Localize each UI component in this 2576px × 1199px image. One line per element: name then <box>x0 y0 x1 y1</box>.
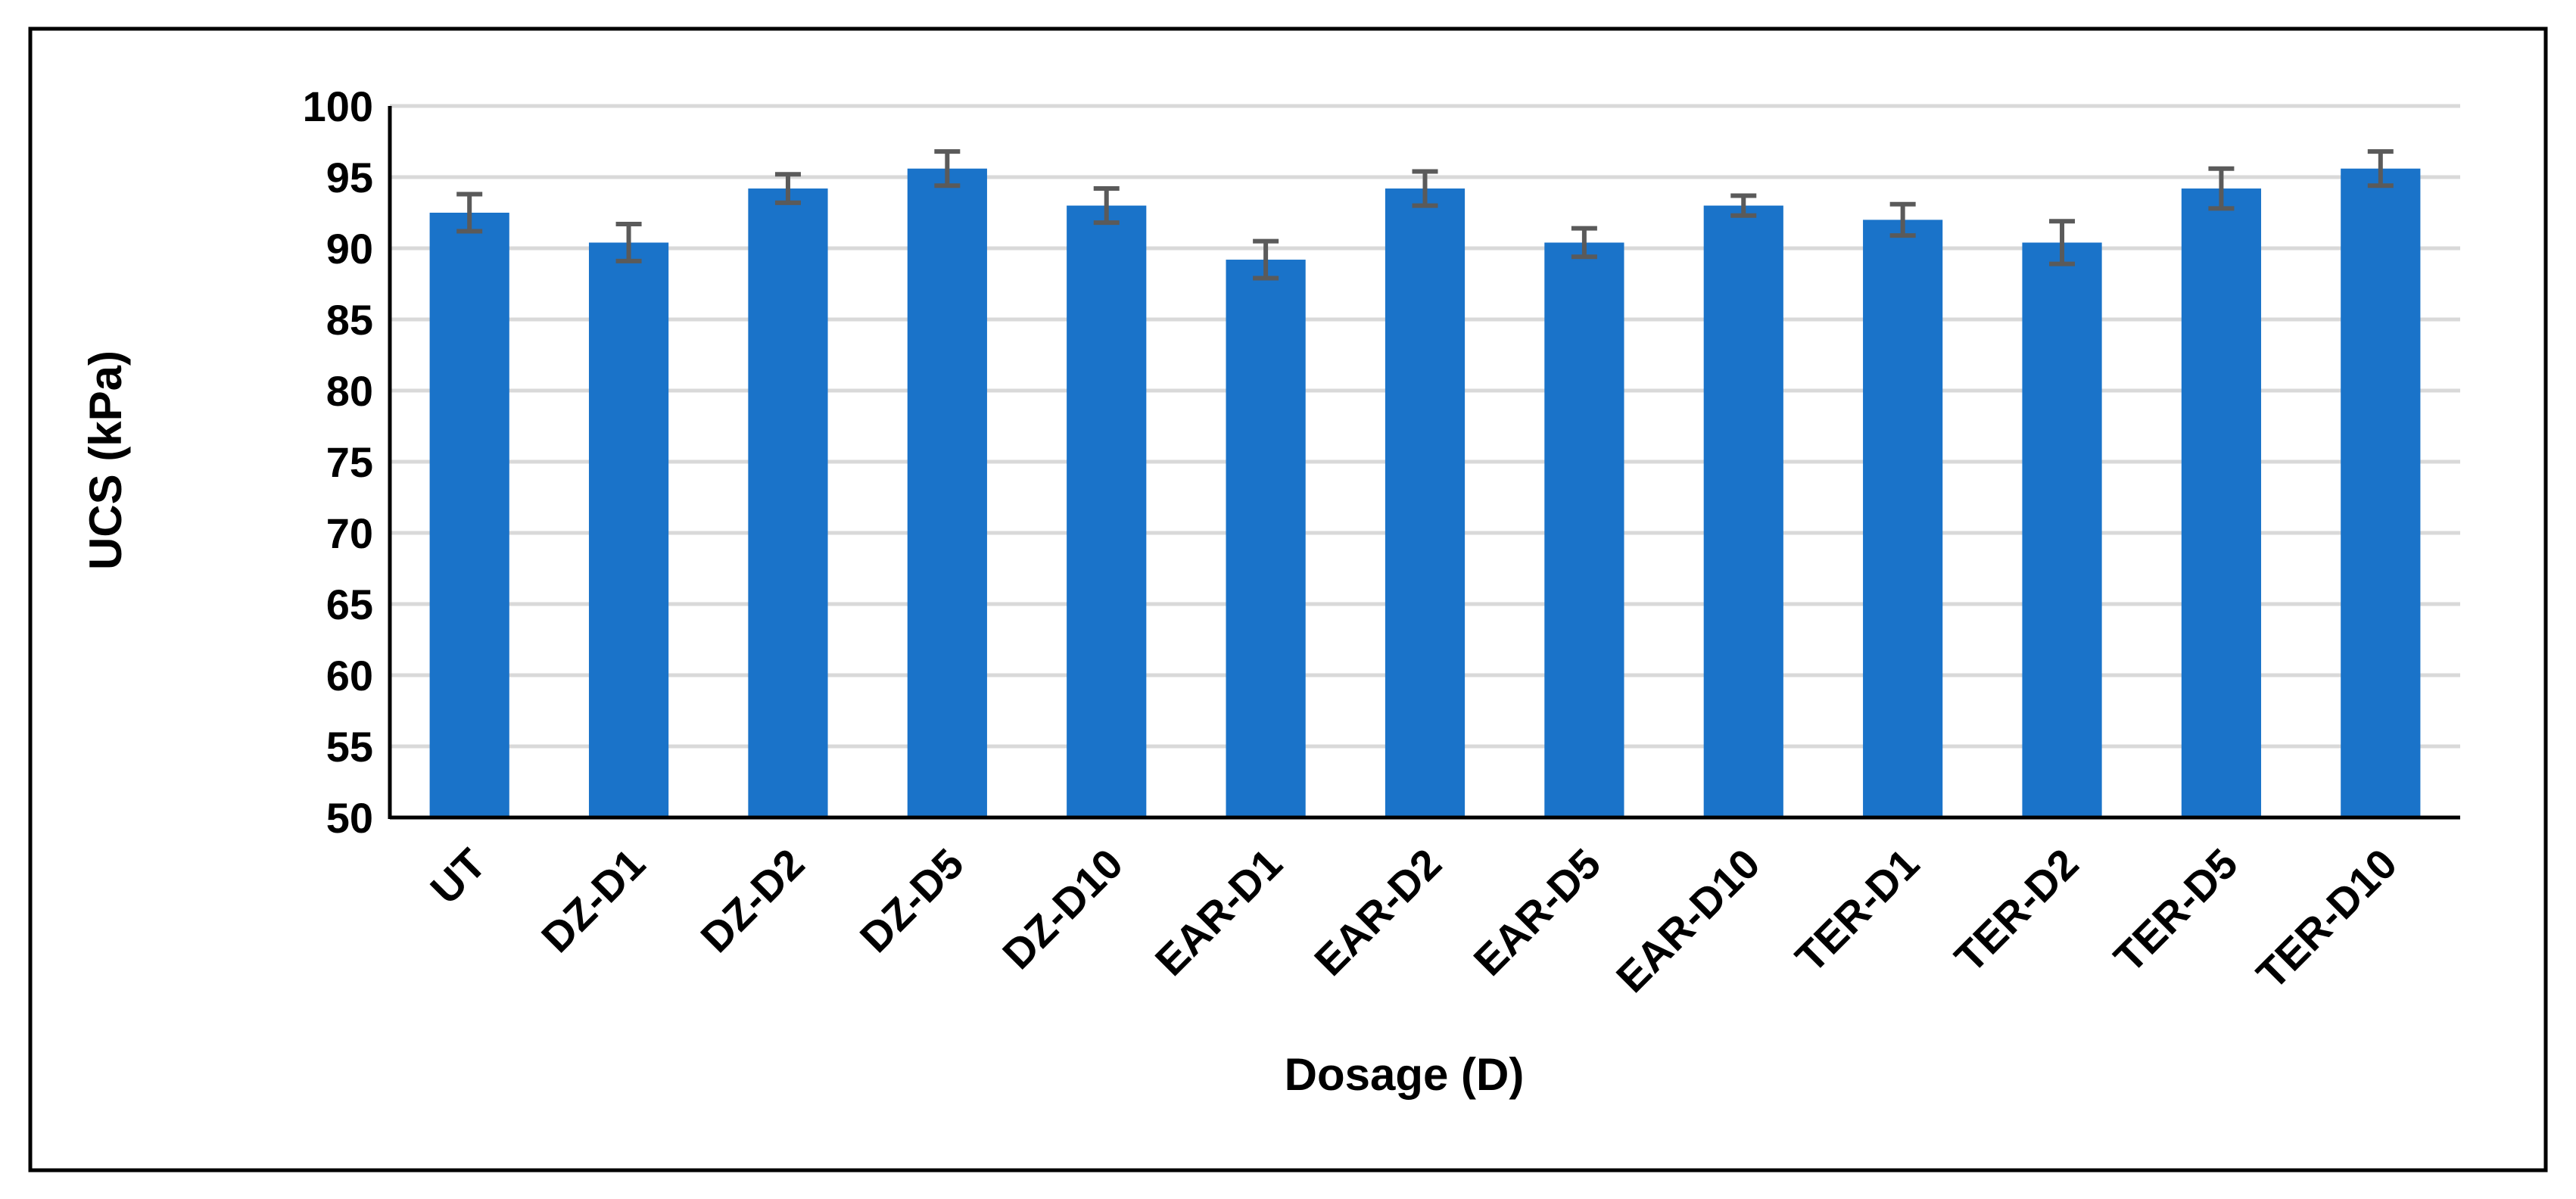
bars <box>429 168 2421 818</box>
bar-ear-d1 <box>1226 260 1306 818</box>
y-axis-title: UCS (kPa) <box>80 350 131 570</box>
bar-ut <box>429 213 509 818</box>
bar-ter-d10 <box>2341 168 2421 818</box>
x-axis-title: Dosage (D) <box>1285 1049 1525 1100</box>
y-tick-label: 80 <box>326 367 373 415</box>
y-tick-label: 85 <box>326 296 373 344</box>
y-tick-label: 55 <box>326 723 373 771</box>
y-tick-label: 75 <box>326 438 373 486</box>
bar-dz-d5 <box>907 168 987 818</box>
bar-ear-d2 <box>1385 188 1466 818</box>
bar-ear-d5 <box>1544 242 1624 818</box>
error-bars <box>456 149 2394 281</box>
bar-dz-d10 <box>1067 205 1147 818</box>
y-tick-label: 95 <box>326 154 373 201</box>
y-tick-label: 50 <box>326 794 373 842</box>
y-tick-label: 65 <box>326 581 373 628</box>
y-tick-label: 70 <box>326 509 373 557</box>
axes <box>388 106 2460 820</box>
bar-dz-d2 <box>748 188 828 818</box>
bar-ter-d5 <box>2181 188 2262 818</box>
y-tick-label: 100 <box>303 83 373 130</box>
bar-dz-d1 <box>588 242 669 818</box>
y-tick-label: 60 <box>326 652 373 699</box>
bar-ter-d1 <box>1863 220 1943 818</box>
bar-ear-d10 <box>1703 205 1783 818</box>
y-tick-label: 90 <box>326 225 373 272</box>
y-tick-labels: 50 55 60 65 70 75 80 85 90 95 100 <box>303 83 373 842</box>
bar-ter-d2 <box>2022 242 2102 818</box>
